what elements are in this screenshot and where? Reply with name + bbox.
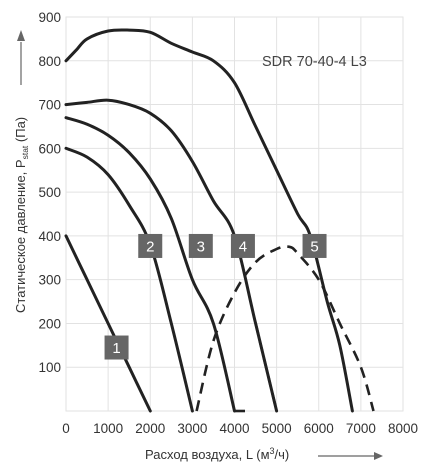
series-lines [64, 28, 375, 413]
series-badge [230, 233, 255, 258]
series-labels: 1 2 3 4 5 [104, 233, 327, 360]
x-tick-label: 2000 [135, 421, 165, 436]
series-badge-label: 2 [146, 238, 154, 255]
x-tick-label: 0 [62, 421, 70, 436]
x-tick-label: 8000 [388, 421, 418, 436]
y-tick-label: 700 [38, 98, 61, 113]
x-axis-label: Расход воздуха, L (м3/ч) [145, 446, 289, 462]
x-tick-label: 7000 [346, 421, 376, 436]
y-tick-label: 100 [38, 360, 61, 375]
y-tick-label: 900 [38, 10, 61, 25]
x-tick-label: 3000 [177, 421, 207, 436]
series-badge [302, 233, 327, 258]
series-4-line [64, 98, 279, 413]
series-2-line [64, 146, 194, 413]
x-axis-arrow [318, 452, 383, 460]
series-badge-label: 1 [112, 340, 120, 357]
series-1-line [64, 234, 152, 413]
y-axis-label: Статическое давление, Pstat (Па) [13, 117, 30, 313]
x-tick-label: 6000 [304, 421, 334, 436]
series-badge [138, 233, 163, 258]
x-tick-label: 1000 [93, 421, 123, 436]
y-tick-label: 300 [38, 273, 61, 288]
x-tick-label: 5000 [262, 421, 292, 436]
y-tick-label: 400 [38, 229, 61, 244]
series-badge-label: 5 [310, 238, 318, 255]
y-tick-label: 600 [38, 141, 61, 156]
y-axis-arrow [17, 30, 25, 85]
x-tick-label: 4000 [219, 421, 249, 436]
y-tick-label: 200 [38, 316, 61, 331]
chart-title: SDR 70-40-4 L3 [262, 54, 367, 70]
series-4-dashed-segment [254, 323, 278, 412]
series-badge-label: 4 [239, 238, 247, 255]
efficiency-curve [195, 245, 375, 412]
series-badge [104, 335, 129, 360]
tick-labels: 0 1000 2000 3000 4000 5000 6000 7000 8000 100 200 3… [38, 10, 418, 436]
y-tick-label: 500 [38, 185, 61, 200]
series-5-line [64, 28, 354, 413]
series-badge-label: 3 [197, 238, 205, 255]
series-3-line [64, 116, 236, 413]
y-tick-label: 800 [38, 54, 61, 69]
series-badge [188, 233, 213, 258]
